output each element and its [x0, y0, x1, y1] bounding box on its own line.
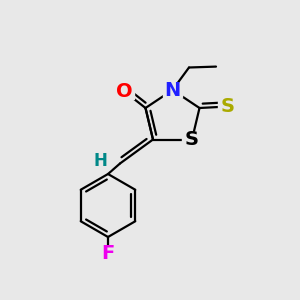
Text: S: S: [221, 97, 235, 116]
Text: H: H: [94, 152, 107, 170]
Text: S: S: [185, 130, 199, 149]
Text: F: F: [101, 244, 115, 263]
Bar: [98, 246, 118, 261]
Bar: [163, 83, 182, 97]
Bar: [182, 132, 202, 147]
Text: O: O: [116, 82, 133, 101]
Bar: [91, 154, 110, 169]
Text: N: N: [164, 80, 181, 100]
Bar: [218, 99, 238, 114]
Bar: [115, 84, 134, 99]
